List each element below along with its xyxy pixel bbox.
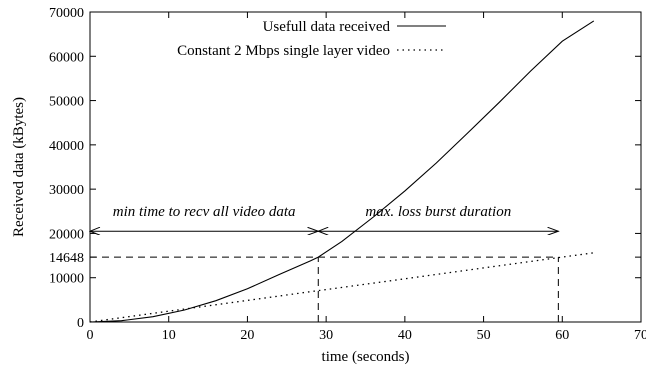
y-tick-label: 0 bbox=[77, 316, 84, 331]
y-axis-label: Received data (kBytes) bbox=[11, 97, 27, 237]
plot-border bbox=[89, 11, 642, 323]
x-tick-label: 60 bbox=[555, 328, 569, 343]
annotation-text-1: max. loss burst duration bbox=[365, 204, 511, 220]
tick-labels: 0 10 20 30 40 50 60 70 0 10000 14648 20000 30000 4000… bbox=[49, 6, 646, 343]
x-tick-label: 0 bbox=[87, 328, 94, 343]
y-tick-label: 14648 bbox=[49, 251, 84, 266]
series-line-0 bbox=[89, 20, 595, 323]
plot-frame bbox=[89, 11, 642, 323]
y-tick-label: 10000 bbox=[49, 272, 84, 287]
x-tick-label: 10 bbox=[162, 328, 176, 343]
x-tick-label: 30 bbox=[319, 328, 333, 343]
y-tick-label: 50000 bbox=[49, 95, 84, 110]
x-tick-label: 20 bbox=[240, 328, 254, 343]
y-tick-label: 40000 bbox=[49, 139, 84, 154]
y-tick-label: 70000 bbox=[49, 6, 84, 21]
legend: Usefull data received Constant 2 Mbps sin… bbox=[177, 19, 446, 59]
y-tick-label: 30000 bbox=[49, 183, 84, 198]
x-axis-label: time (seconds) bbox=[322, 349, 410, 365]
y-tick-label: 60000 bbox=[49, 50, 84, 65]
series-group bbox=[89, 20, 595, 323]
y-tick-label: 20000 bbox=[49, 227, 84, 242]
x-tick-label: 40 bbox=[398, 328, 412, 343]
series-line-1 bbox=[89, 252, 594, 323]
legend-label-0: Usefull data received bbox=[263, 19, 391, 35]
x-tick-label: 70 bbox=[634, 328, 646, 343]
x-tick-label: 50 bbox=[477, 328, 491, 343]
reference-lines bbox=[90, 256, 559, 322]
annotations-group: min time to recv all video data max. loss… bbox=[90, 204, 558, 231]
annotation-text-0: min time to recv all video data bbox=[113, 204, 296, 220]
legend-label-1: Constant 2 Mbps single layer video bbox=[177, 43, 390, 59]
